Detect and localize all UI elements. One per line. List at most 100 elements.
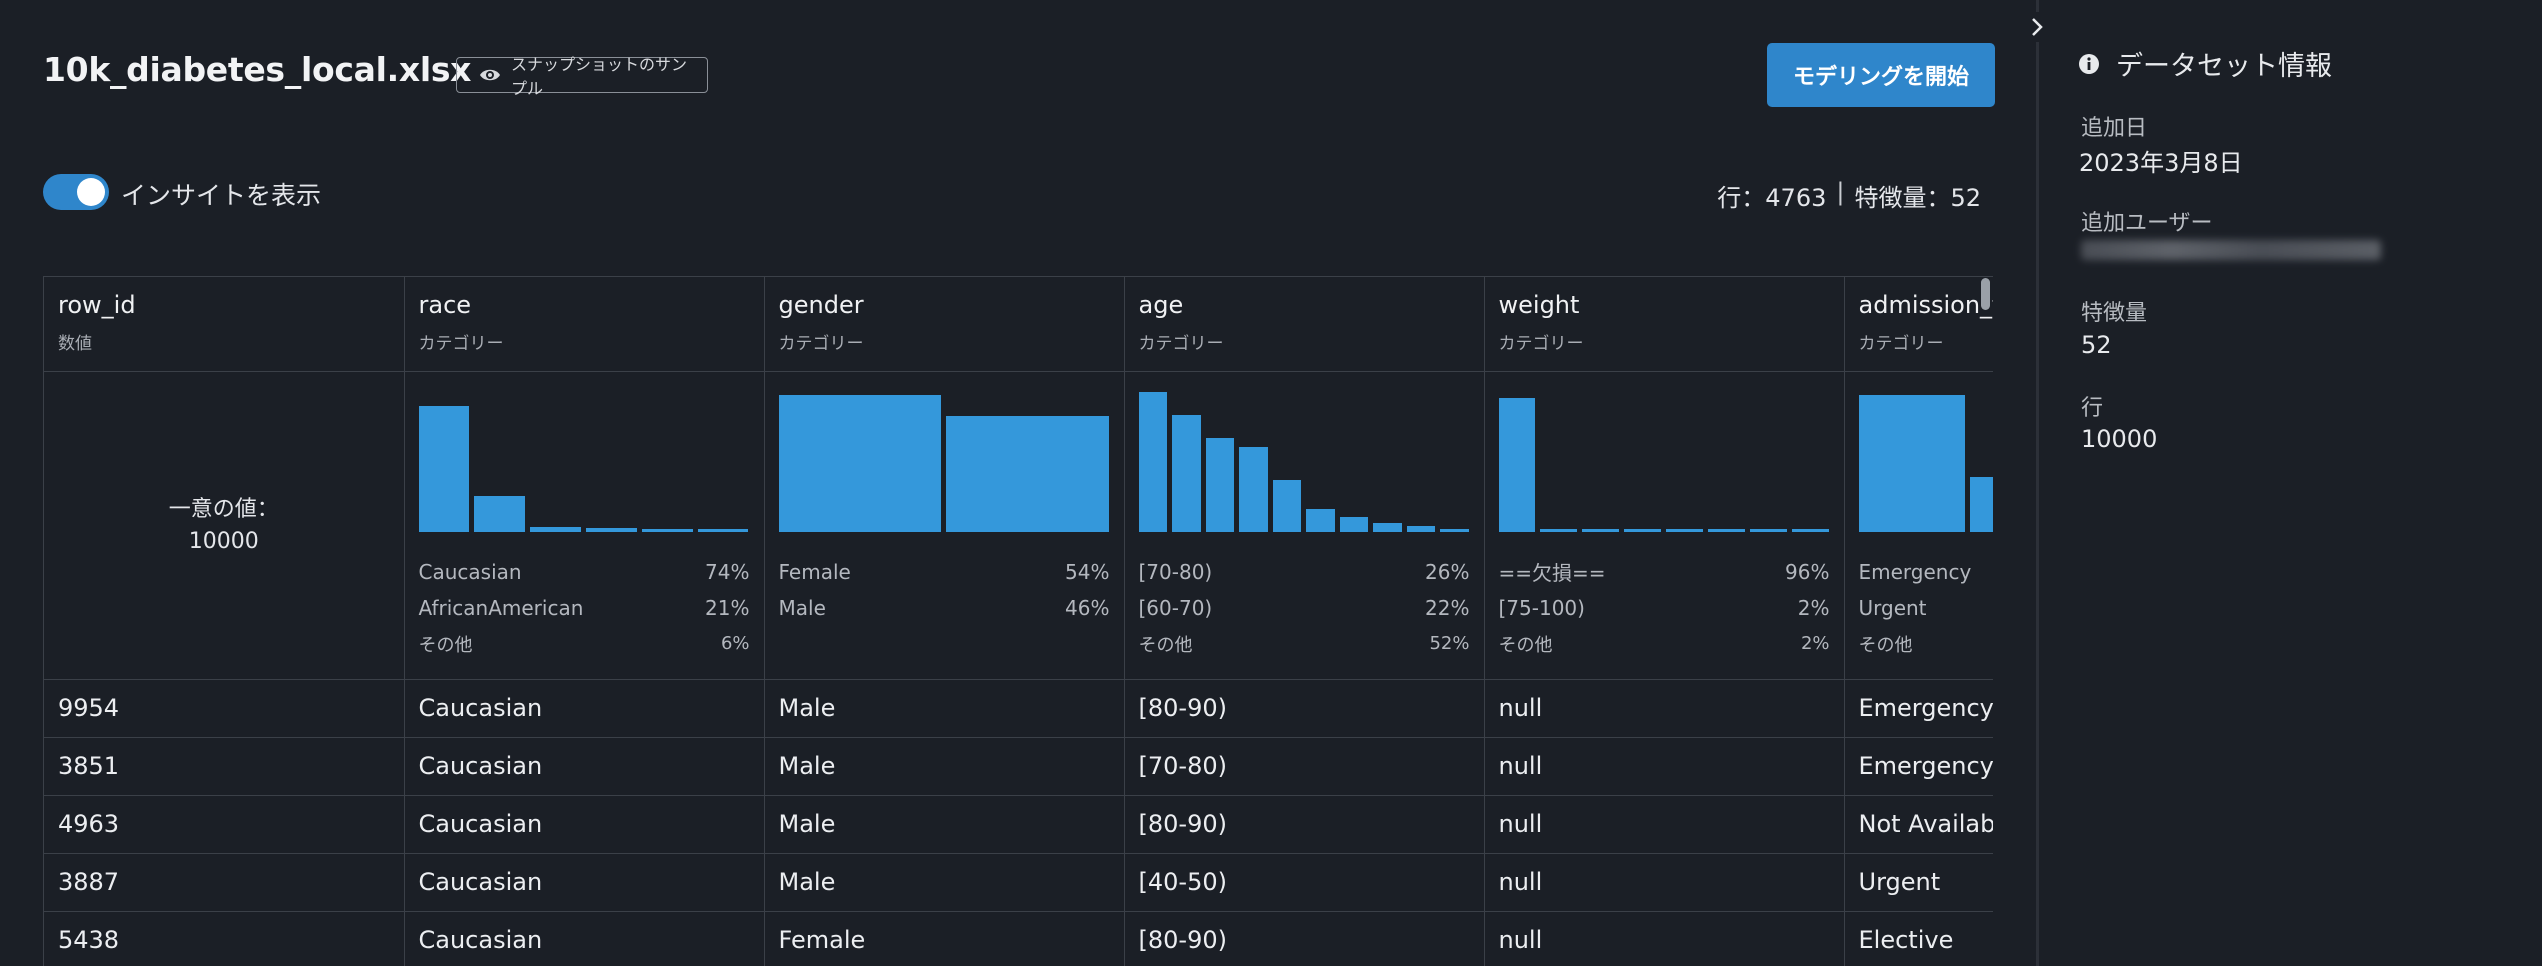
table-cell[interactable]: Male xyxy=(764,737,1125,796)
table-cell[interactable]: Caucasian xyxy=(404,737,765,796)
histogram-bar[interactable] xyxy=(530,527,581,532)
dataset-title: 10k_diabetes_local.xlsx xyxy=(43,50,472,89)
column-name: admission_type_id xyxy=(1858,291,1994,319)
category-label: AfricanAmerican xyxy=(418,595,584,620)
table-cell[interactable]: null xyxy=(1484,795,1845,854)
column-header[interactable]: race カテゴリー xyxy=(404,277,765,372)
header-row: row_id 数値 race カテゴリー gender カテゴリー age カテゴリー… xyxy=(44,277,1994,372)
table-cell[interactable]: 3887 xyxy=(44,853,405,912)
table-cell[interactable]: Elective xyxy=(1844,911,1993,966)
added-user-label: 追加ユーザー xyxy=(2081,211,2213,236)
frequency-list: Female 54% Male 46% xyxy=(779,554,1110,626)
panel-divider[interactable] xyxy=(2036,0,2039,966)
table-cell[interactable]: Emergency xyxy=(1844,679,1993,738)
panel-title: データセット情報 xyxy=(2078,44,2332,83)
histogram-bar[interactable] xyxy=(1440,528,1469,532)
histogram-bar[interactable] xyxy=(418,405,470,532)
histogram-bar[interactable] xyxy=(1707,528,1745,532)
table-cell[interactable]: Female xyxy=(764,911,1125,966)
histogram-bar[interactable] xyxy=(1970,476,1993,532)
histogram-bar[interactable] xyxy=(1624,528,1661,532)
category-percent: 6% xyxy=(720,633,750,654)
histogram-bar[interactable] xyxy=(1373,522,1402,532)
histogram-bar[interactable] xyxy=(1339,516,1368,532)
category-percent: 22% xyxy=(1425,595,1470,620)
histogram xyxy=(418,384,750,532)
histogram-bar[interactable] xyxy=(1138,392,1167,532)
column-name: gender xyxy=(778,291,864,319)
table-cell[interactable]: 5438 xyxy=(44,911,405,966)
snapshot-sample-badge[interactable]: スナップショットのサンプル xyxy=(456,55,708,98)
table-cell[interactable]: Emergency xyxy=(1844,737,1993,796)
histogram-bar[interactable] xyxy=(1540,528,1578,532)
table-cell[interactable]: Male xyxy=(764,853,1125,912)
eye-icon xyxy=(480,69,500,81)
histogram-bar[interactable] xyxy=(1172,414,1201,532)
histogram-bar[interactable] xyxy=(1858,395,1966,532)
insights-toggle[interactable] xyxy=(43,174,109,210)
histogram-bar[interactable] xyxy=(697,529,749,532)
table-row[interactable]: 3887 Caucasian Male [40-50) null Urgent xyxy=(44,853,1993,912)
table-row[interactable]: 5438 Caucasian Female [80-90) null Elective xyxy=(44,911,1993,966)
histogram-bar[interactable] xyxy=(1582,528,1620,532)
column-type: カテゴリー xyxy=(1858,334,1944,354)
histogram-bar[interactable] xyxy=(1306,509,1335,532)
feature-count: 特徴量：52 xyxy=(1854,184,1981,212)
collapse-panel-button[interactable] xyxy=(2022,12,2052,42)
grid-scrollbar[interactable] xyxy=(1981,278,1990,310)
histogram-bar[interactable] xyxy=(1498,398,1536,532)
histogram-bar[interactable] xyxy=(641,528,693,532)
histogram-bar[interactable] xyxy=(946,416,1109,532)
histogram-bar[interactable] xyxy=(1272,479,1301,532)
histogram-bar[interactable] xyxy=(585,527,637,532)
column-insight: Emergency Urgent その他 xyxy=(1844,371,1993,680)
table-cell[interactable]: Caucasian xyxy=(404,911,765,966)
column-header[interactable]: admission_type_id カテゴリー xyxy=(1844,277,1994,372)
table-cell[interactable]: Male xyxy=(764,679,1125,738)
table-cell[interactable]: Not Available xyxy=(1844,795,1993,854)
table-cell[interactable]: 4963 xyxy=(44,795,405,854)
table-cell[interactable]: [80-90) xyxy=(1124,795,1485,854)
rows-label: 行 xyxy=(2081,396,2104,421)
features-value: 52 xyxy=(2081,331,2112,359)
table-cell[interactable]: 9954 xyxy=(44,679,405,738)
column-header[interactable]: gender カテゴリー xyxy=(764,277,1125,372)
data-grid[interactable]: row_id 数値 race カテゴリー gender カテゴリー age カテゴリー… xyxy=(43,276,1993,966)
table-cell[interactable]: null xyxy=(1484,737,1845,796)
histogram-bar[interactable] xyxy=(1406,525,1435,532)
table-cell[interactable]: Caucasian xyxy=(404,795,765,854)
histogram-bar[interactable] xyxy=(778,395,941,532)
table-cell[interactable]: Caucasian xyxy=(404,853,765,912)
category-label: その他 xyxy=(1138,634,1193,656)
table-cell[interactable]: null xyxy=(1484,679,1845,738)
table-cell[interactable]: [70-80) xyxy=(1124,737,1485,796)
start-modeling-button[interactable]: モデリングを開始 xyxy=(1767,43,1995,107)
histogram xyxy=(1498,384,1830,532)
histogram-bar[interactable] xyxy=(474,495,526,532)
category-percent: 96% xyxy=(1785,559,1830,584)
table-cell[interactable]: Caucasian xyxy=(404,679,765,738)
column-header[interactable]: row_id 数値 xyxy=(44,277,405,372)
table-cell[interactable]: [80-90) xyxy=(1124,911,1485,966)
frequency-item: [70-80) 26% xyxy=(1139,554,1470,590)
table-cell[interactable]: null xyxy=(1484,911,1845,966)
column-header[interactable]: weight カテゴリー xyxy=(1484,277,1845,372)
histogram-bar[interactable] xyxy=(1791,528,1829,532)
table-row[interactable]: 3851 Caucasian Male [70-80) null Emergency xyxy=(44,737,1993,796)
table-cell[interactable]: Urgent xyxy=(1844,853,1993,912)
histogram-bar[interactable] xyxy=(1205,438,1234,532)
table-cell[interactable]: 3851 xyxy=(44,737,405,796)
histogram-bar[interactable] xyxy=(1749,528,1787,532)
table-cell[interactable]: [80-90) xyxy=(1124,679,1485,738)
histogram-bar[interactable] xyxy=(1666,528,1703,532)
toggle-knob xyxy=(77,178,105,206)
table-cell[interactable]: [40-50) xyxy=(1124,853,1485,912)
column-header[interactable]: age カテゴリー xyxy=(1124,277,1485,372)
histogram-bar[interactable] xyxy=(1239,447,1268,532)
table-cell[interactable]: Male xyxy=(764,795,1125,854)
frequency-item: [75-100) 2% xyxy=(1499,590,1830,626)
table-row[interactable]: 9954 Caucasian Male [80-90) null Emergency xyxy=(44,679,1993,738)
frequency-item: [60-70) 22% xyxy=(1139,590,1470,626)
table-cell[interactable]: null xyxy=(1484,853,1845,912)
